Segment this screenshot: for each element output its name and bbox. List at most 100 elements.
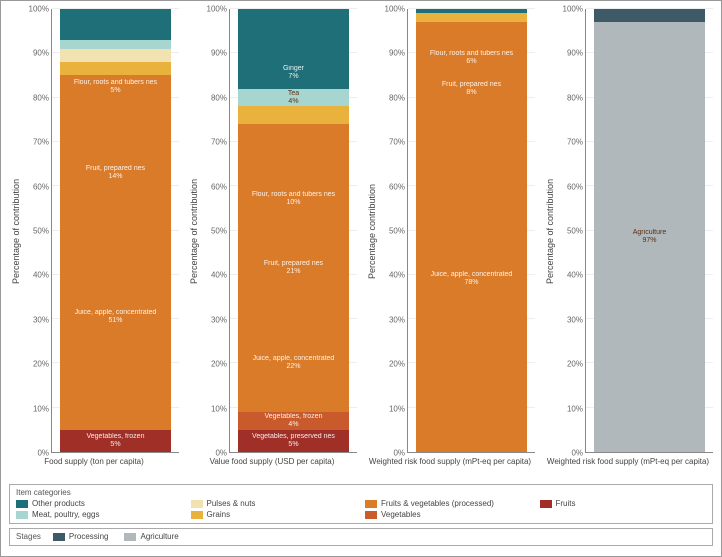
legend-item: Agriculture (124, 532, 178, 541)
y-axis-ticks: 0%10%20%30%40%50%60%70%80%90%100% (557, 9, 585, 453)
bar-segment (416, 22, 528, 44)
legend-label: Other products (32, 499, 85, 508)
legend-label: Grains (207, 510, 231, 519)
legend-item: Fruits (540, 499, 707, 508)
stacked-bar: Juice, apple, concentrated78% Fruit, prep… (416, 9, 528, 452)
x-axis-label: Value food supply (USD per capita) (187, 453, 357, 479)
bar-segment: Fruit, prepared nes8% (416, 71, 528, 106)
y-axis-ticks: 0%10%20%30%40%50%60%70%80%90%100% (379, 9, 407, 453)
plot-area: Vegetables, frozen5% Juice, apple, concen… (51, 9, 179, 453)
bar-segment: Juice, apple, concentrated51% (60, 204, 172, 430)
legend-swatch (16, 511, 28, 519)
segment-label: Agriculture97% (594, 229, 706, 245)
bar-segment: Flour, roots and tubers nes10% (238, 177, 350, 221)
y-axis-label: Percentage of contribution (9, 9, 23, 453)
legend-swatch (191, 500, 203, 508)
y-axis-label: Percentage of contribution (543, 9, 557, 453)
legend-item: Vegetables (365, 510, 532, 519)
legend-item: Processing (53, 532, 109, 541)
plot-area: Agriculture97% (585, 9, 713, 453)
bar-segment: Flour, roots and tubers nes6% (416, 44, 528, 71)
bar-segment (60, 40, 172, 49)
plot-area: Juice, apple, concentrated78% Fruit, prep… (407, 9, 535, 453)
legend-categories-title: Item categories (16, 488, 706, 497)
legend-stages-items: Processing Agriculture (53, 532, 243, 541)
stacked-bar: Vegetables, frozen5% Juice, apple, concen… (60, 9, 172, 452)
bar-segment: Juice, apple, concentrated78% (416, 106, 528, 452)
bar-segment: Juice, apple, concentrated22% (238, 315, 350, 412)
legend-item: Other products (16, 499, 183, 508)
bar-segment (60, 62, 172, 75)
legend-swatch (53, 533, 65, 541)
bar-segment (60, 9, 172, 40)
legend-label: Fruits & vegetables (processed) (381, 499, 494, 508)
legend-swatch (540, 500, 552, 508)
stacked-bar: Agriculture97% (594, 9, 706, 452)
legend-label: Agriculture (140, 532, 178, 541)
bar-segment (238, 9, 350, 58)
segment-label: Flour, roots and tubers nes5% (60, 79, 172, 95)
legend-item: Fruits & vegetables (processed) (365, 499, 532, 508)
legend-swatch (365, 511, 377, 519)
y-axis-ticks: 0%10%20%30%40%50%60%70%80%90%100% (23, 9, 51, 453)
x-axis-label: Weighted risk food supply (mPt-eq per ca… (543, 453, 713, 479)
segment-label: Juice, apple, concentrated51% (60, 309, 172, 325)
chart-panel: Percentage contribution0%10%20%30%40%50%… (365, 9, 535, 479)
bar-segment: Fruit, prepared nes14% (60, 142, 172, 204)
bar-segment: Vegetables, frozen5% (60, 430, 172, 452)
legend-label: Pulses & nuts (207, 499, 256, 508)
segment-label: Flour, roots and tubers nes10% (238, 191, 350, 207)
segment-label: Fruit, prepared nes14% (60, 165, 172, 181)
bar-segment: Ginger7% (238, 58, 350, 89)
legend-item: Grains (191, 510, 358, 519)
stacked-bar: Vegetables, preserved nes5% Vegetables, f… (238, 9, 350, 452)
y-axis-ticks: 0%10%20%30%40%50%60%70%80%90%100% (201, 9, 229, 453)
legend-label: Fruits (556, 499, 576, 508)
segment-label: Fruit, prepared nes8% (416, 81, 528, 97)
chart-panel: Percentage of contribution0%10%20%30%40%… (543, 9, 713, 479)
segment-label: Vegetables, frozen4% (238, 413, 350, 429)
bar-segment (416, 9, 528, 13)
figure: { "axis": { "ylim": [0, 100], "ytick_ste… (0, 0, 722, 557)
bar-segment (416, 13, 528, 22)
bar-segment: Agriculture97% (594, 22, 706, 452)
y-axis-label: Percentage of contribution (187, 9, 201, 453)
legend-item: Pulses & nuts (191, 499, 358, 508)
legend-swatch (124, 533, 136, 541)
legend-categories: Item categories Other products Pulses & n… (9, 484, 713, 524)
charts-row: Percentage of contribution0%10%20%30%40%… (1, 1, 721, 479)
bar-segment (60, 98, 172, 142)
x-axis-label: Food supply (ton per capita) (9, 453, 179, 479)
legend-label: Vegetables (381, 510, 421, 519)
bar-segment (238, 124, 350, 177)
segment-label: Vegetables, frozen5% (60, 433, 172, 449)
bar-segment: Vegetables, preserved nes5% (238, 430, 350, 452)
legend-label: Processing (69, 532, 109, 541)
segment-label: Tea4% (238, 90, 350, 106)
plot-area: Vegetables, preserved nes5% Vegetables, f… (229, 9, 357, 453)
bar-segment: Fruit, prepared nes21% (238, 222, 350, 315)
legend-categories-items: Other products Pulses & nuts Fruits & vege… (16, 499, 706, 519)
bar-segment: Vegetables, frozen4% (238, 412, 350, 430)
y-axis-label: Percentage contribution (365, 9, 379, 453)
segment-label: Juice, apple, concentrated22% (238, 355, 350, 371)
segment-label: Vegetables, preserved nes5% (238, 433, 350, 449)
segment-label: Ginger7% (238, 65, 350, 81)
segment-label: Juice, apple, concentrated78% (416, 271, 528, 287)
legend-swatch (191, 511, 203, 519)
legend-stages-title: Stages (16, 532, 41, 541)
bar-segment: Tea4% (238, 89, 350, 107)
bar-segment (594, 9, 706, 22)
legend-swatch (16, 500, 28, 508)
segment-label: Flour, roots and tubers nes6% (416, 50, 528, 66)
bar-segment (60, 49, 172, 62)
legend-area: Item categories Other products Pulses & n… (9, 484, 713, 550)
x-axis-label: Weighted risk food supply (mPt-eq per ca… (365, 453, 535, 479)
legend-label: Meat, poultry, eggs (32, 510, 99, 519)
chart-panel: Percentage of contribution0%10%20%30%40%… (9, 9, 179, 479)
bar-segment (238, 106, 350, 124)
segment-label: Fruit, prepared nes21% (238, 260, 350, 276)
bar-segment: Flour, roots and tubers nes5% (60, 75, 172, 97)
legend-item: Meat, poultry, eggs (16, 510, 183, 519)
legend-stages: Stages Processing Agriculture (9, 528, 713, 546)
